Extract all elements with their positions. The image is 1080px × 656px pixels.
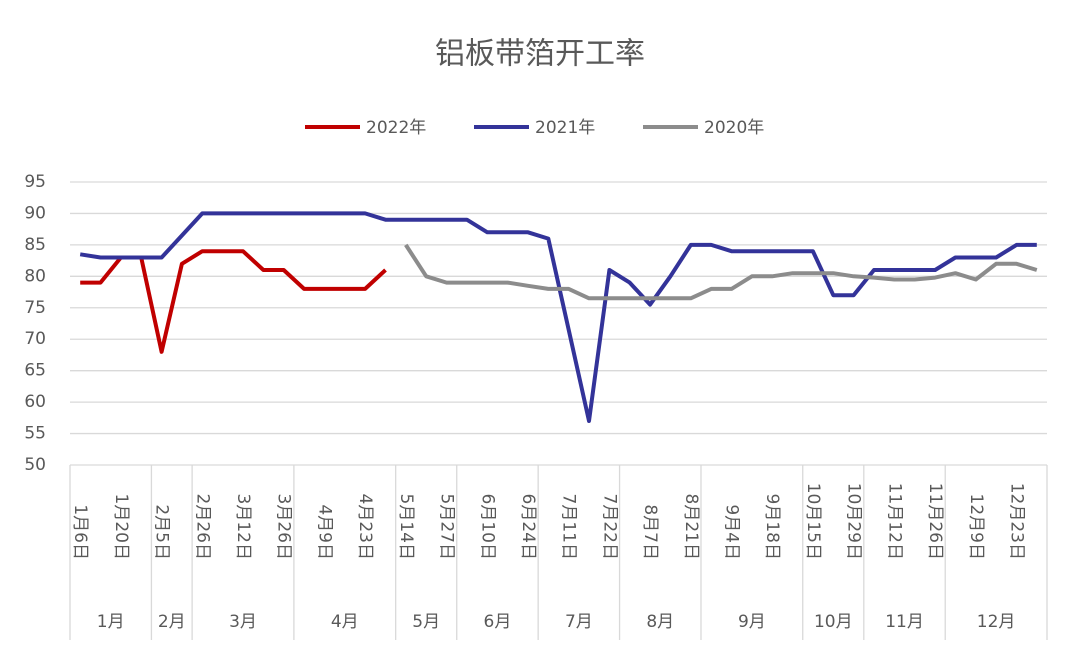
group-label: 5月 — [412, 612, 440, 632]
series-line — [404, 243, 1038, 301]
x-tick-label: 6月10日 — [477, 494, 497, 560]
group-label: 6月 — [484, 612, 512, 632]
group-label: 10月 — [814, 612, 853, 632]
group-label: 9月 — [738, 612, 766, 632]
series-line — [80, 249, 387, 354]
y-tick-label: 80 — [24, 266, 46, 286]
x-tick-label: 12月9日 — [966, 494, 986, 560]
legend-label: 2021年 — [535, 118, 595, 138]
x-tick-label: 9月4日 — [722, 504, 742, 560]
group-label: 2月 — [158, 612, 186, 632]
group-label: 3月 — [229, 612, 257, 632]
y-tick-label: 70 — [24, 329, 46, 349]
x-tick-label: 4月9日 — [314, 504, 334, 560]
x-tick-label: 3月12日 — [233, 494, 253, 560]
x-tick-label: 1月6日 — [70, 504, 90, 560]
series-line — [79, 211, 1037, 423]
y-tick-label: 55 — [24, 424, 46, 444]
group-label: 11月 — [885, 612, 924, 632]
x-tick-label: 8月21日 — [681, 494, 701, 560]
y-tick-label: 60 — [24, 392, 46, 412]
legend-label: 2022年 — [366, 118, 426, 138]
x-tick-label: 11月26日 — [925, 483, 945, 560]
x-tick-label: 5月27日 — [437, 494, 457, 560]
x-tick-label: 7月22日 — [599, 494, 619, 560]
x-tick-label: 5月14日 — [396, 494, 416, 560]
x-tick-label: 10月15日 — [803, 483, 823, 560]
x-tick-label: 6月24日 — [518, 494, 538, 560]
group-label: 7月 — [565, 612, 593, 632]
x-tick-label: 4月23日 — [355, 494, 375, 560]
group-label: 4月 — [331, 612, 359, 632]
x-tick-label: 10月29日 — [844, 483, 864, 560]
y-tick-label: 85 — [24, 235, 46, 255]
y-tick-label: 90 — [24, 203, 46, 223]
x-tick-label: 1月20日 — [111, 494, 131, 560]
y-tick-label: 50 — [24, 455, 46, 475]
y-tick-label: 65 — [24, 361, 46, 381]
y-tick-label: 95 — [24, 172, 46, 192]
x-tick-label: 12月23日 — [1006, 483, 1026, 560]
group-label: 8月 — [646, 612, 674, 632]
x-tick-label: 8月7日 — [640, 504, 660, 560]
group-label: 1月 — [97, 612, 125, 632]
x-tick-label: 7月11日 — [559, 494, 579, 560]
x-tick-label: 2月5日 — [152, 504, 172, 560]
x-tick-label: 3月26日 — [274, 494, 294, 560]
chart-title: 铝板带箔开工率 — [435, 37, 645, 72]
x-tick-label: 2月26日 — [192, 494, 212, 560]
x-tick-label: 11月12日 — [884, 483, 904, 560]
x-tick-label: 9月18日 — [762, 494, 782, 560]
group-label: 12月 — [977, 612, 1016, 632]
legend-label: 2020年 — [704, 118, 764, 138]
y-tick-label: 75 — [24, 298, 46, 318]
